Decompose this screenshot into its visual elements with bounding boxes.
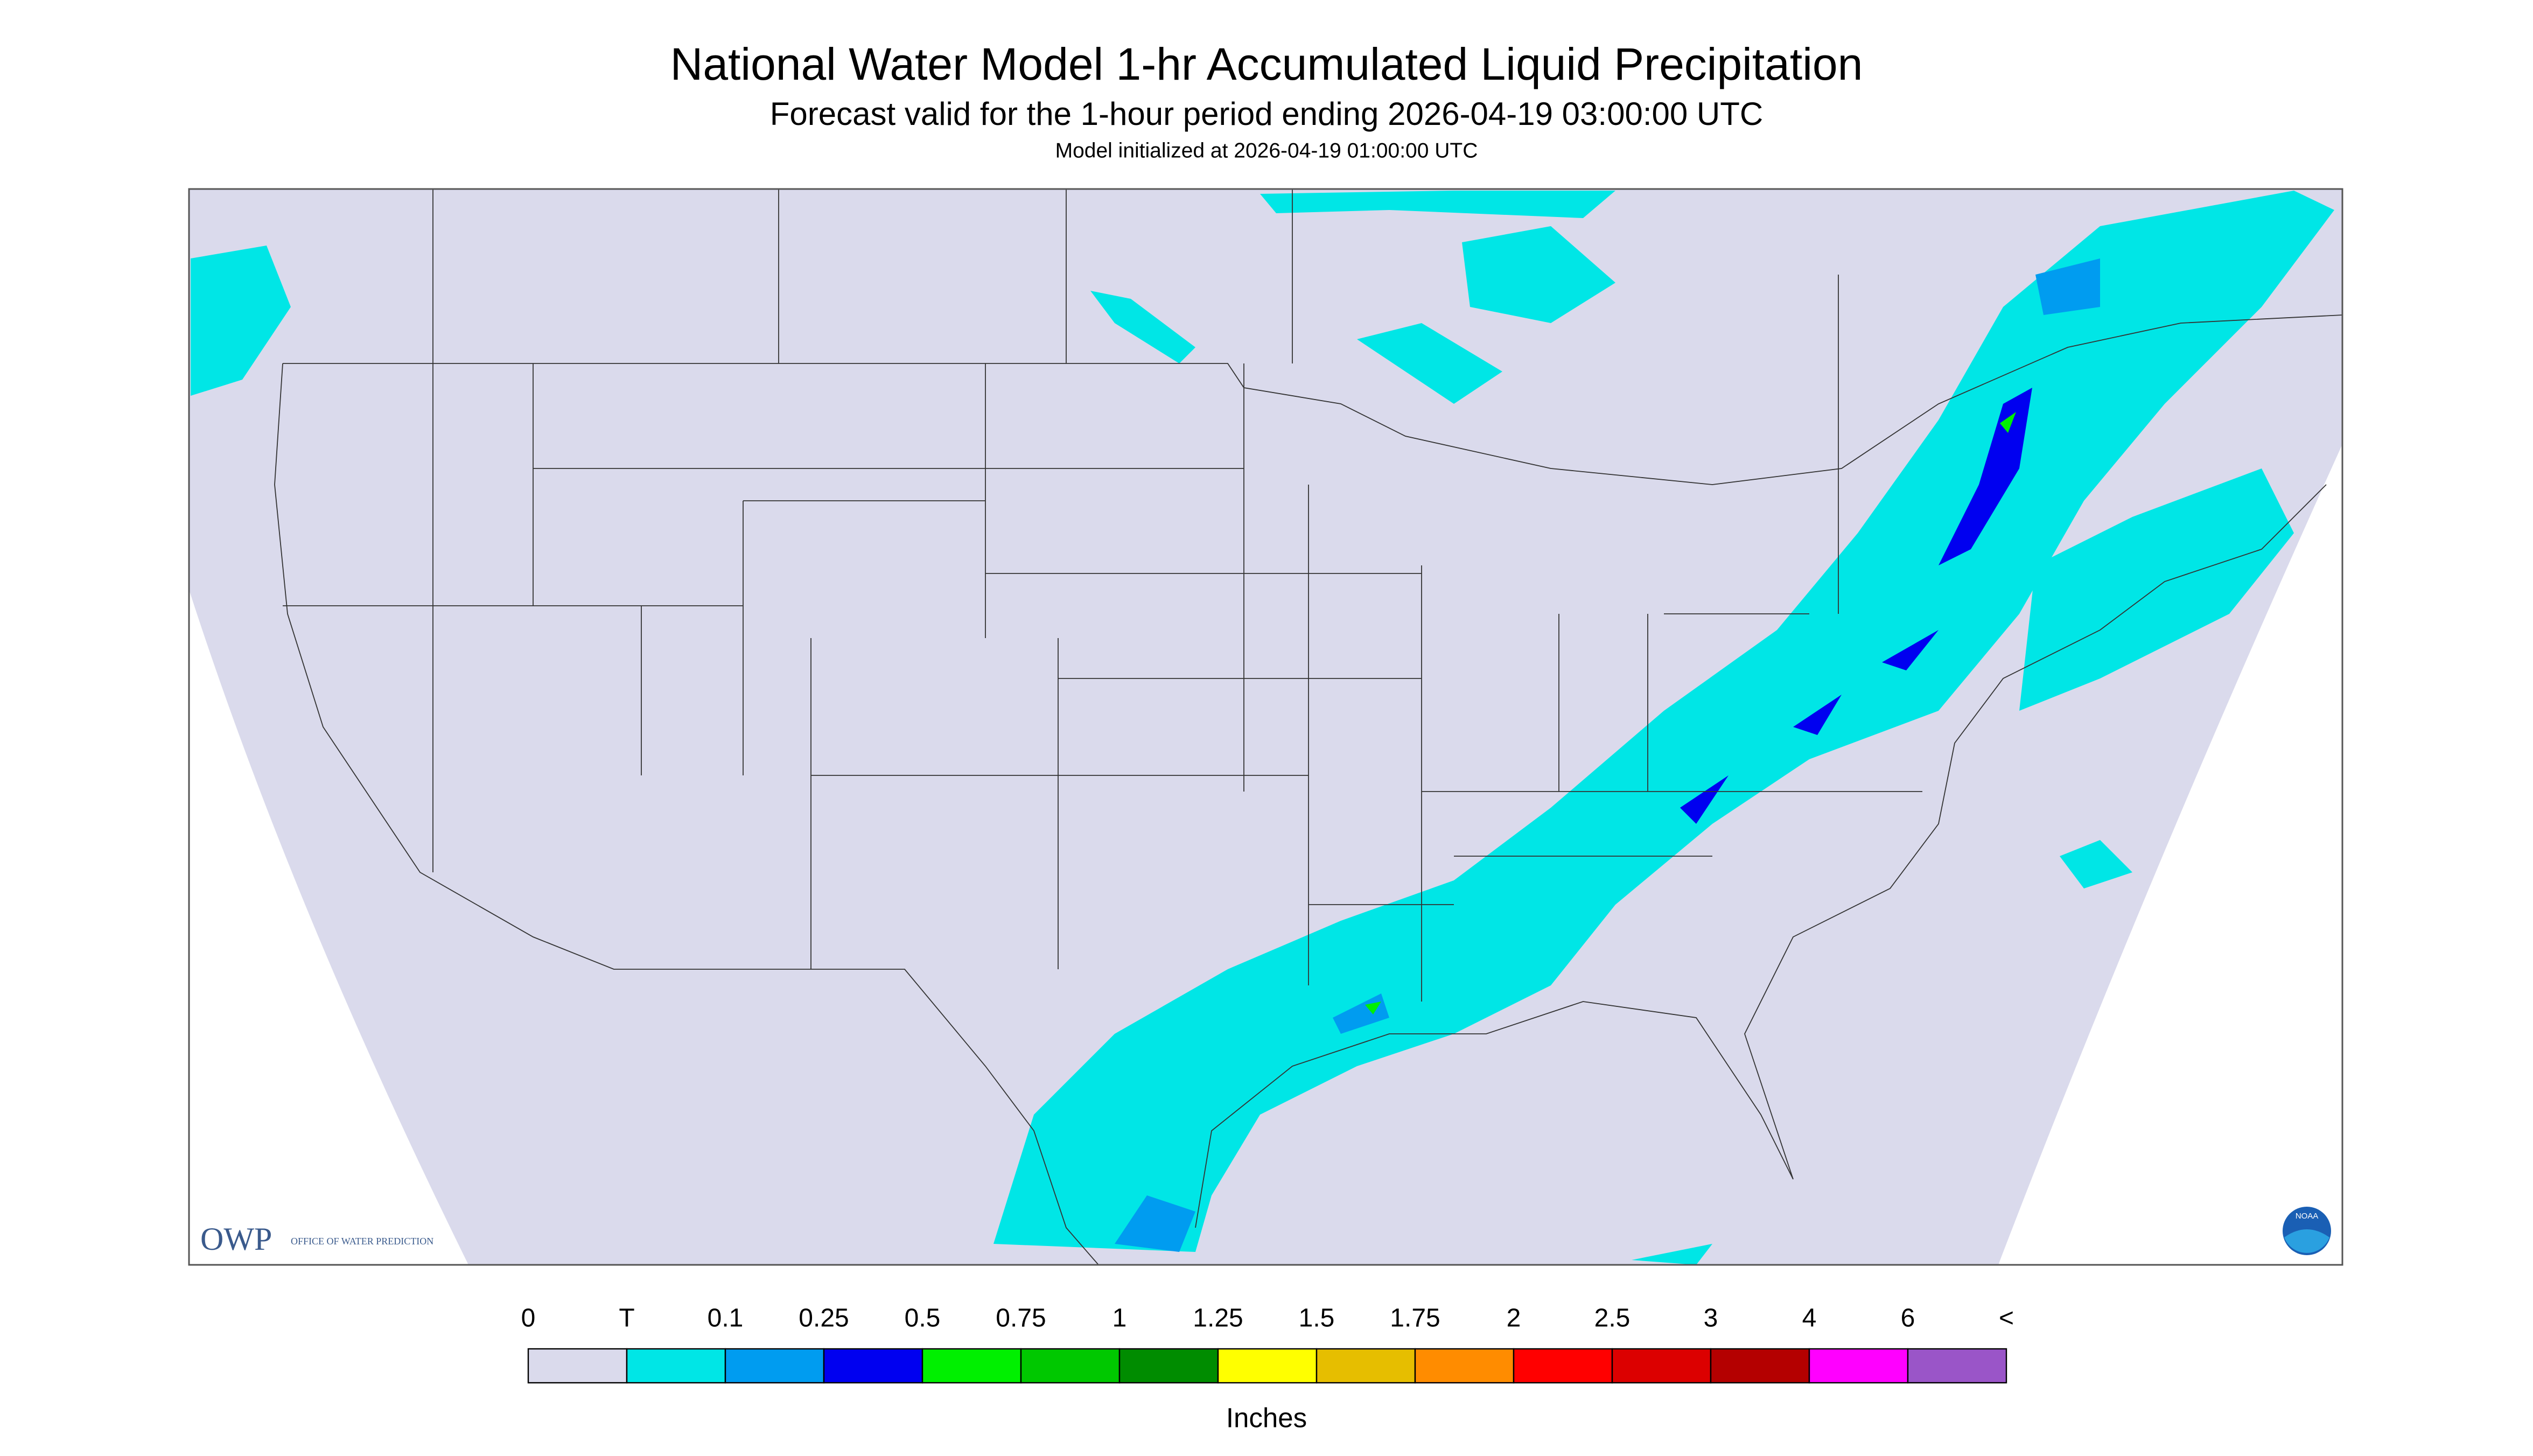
legend-swatch <box>921 1348 1022 1384</box>
owp-logo-text: OFFICE OF WATER PREDICTION <box>291 1236 433 1247</box>
legend-label: 6 <box>1901 1304 1915 1333</box>
legend-label: 1.75 <box>1390 1304 1440 1333</box>
legend-label: 0.1 <box>708 1304 744 1333</box>
legend-label: 1.25 <box>1193 1304 1243 1333</box>
legend-swatch <box>1808 1348 1909 1384</box>
legend: 0 T 0.1 0.25 0.5 0.75 1 1.25 1.5 1.75 2 2.5 3 4 6 < <box>521 1304 2014 1384</box>
legend-swatch <box>1513 1348 1613 1384</box>
precip-area <box>191 246 291 396</box>
legend-swatch <box>1020 1348 1121 1384</box>
legend-swatch <box>1611 1348 1712 1384</box>
precip-area <box>2035 258 2100 316</box>
legend-swatch <box>823 1348 923 1384</box>
legend-swatch <box>626 1348 726 1384</box>
init-note: Model initialized at 2026-04-19 01:00:00… <box>1055 139 1478 162</box>
legend-label: 3 <box>1704 1304 1718 1333</box>
legend-label: 0.75 <box>996 1304 1046 1333</box>
precipitation <box>191 191 2334 1265</box>
legend-unit: Inches <box>1226 1402 1307 1433</box>
noaa-logo-wave <box>2284 1229 2329 1253</box>
noaa-logo-text: NOAA <box>2296 1212 2319 1221</box>
boundaries <box>274 189 2343 1265</box>
legend-swatch <box>1907 1348 2007 1384</box>
owp-logo: OWP <box>200 1221 272 1257</box>
legend-swatch <box>1414 1348 1515 1384</box>
model-domain <box>189 189 2342 1265</box>
precip-area <box>1680 388 2032 824</box>
title: National Water Model 1-hr Accumulated Li… <box>670 39 1863 89</box>
precip-area <box>1260 191 1615 219</box>
legend-label: < <box>1999 1304 2014 1333</box>
precip-area <box>1357 226 1615 404</box>
map: OWP OFFICE OF WATER PREDICTION NOAA <box>188 188 2343 1266</box>
legend-label: 2 <box>1507 1304 1521 1333</box>
precip-area <box>1090 291 1195 364</box>
legend-label: T <box>619 1304 634 1333</box>
legend-label: 0.5 <box>905 1304 941 1333</box>
legend-swatch <box>1710 1348 1810 1384</box>
legend-label: 1.5 <box>1299 1304 1335 1333</box>
precip-area <box>1632 840 2132 1265</box>
legend-label: 4 <box>1802 1304 1817 1333</box>
map-frame <box>188 188 2343 1266</box>
legend-label: 0 <box>521 1304 536 1333</box>
legend-swatch <box>1316 1348 1416 1384</box>
legend-label: 2.5 <box>1594 1304 1631 1333</box>
legend-swatch <box>1118 1348 1219 1384</box>
legend-label: 0.25 <box>799 1304 849 1333</box>
legend-label: 1 <box>1112 1304 1127 1333</box>
precip-area <box>1115 993 1389 1252</box>
precip-area <box>2019 468 2294 711</box>
legend-swatch <box>1217 1348 1318 1384</box>
legend-swatch <box>527 1348 628 1384</box>
legend-swatch <box>724 1348 825 1384</box>
subtitle: Forecast valid for the 1-hour period end… <box>770 96 1763 132</box>
